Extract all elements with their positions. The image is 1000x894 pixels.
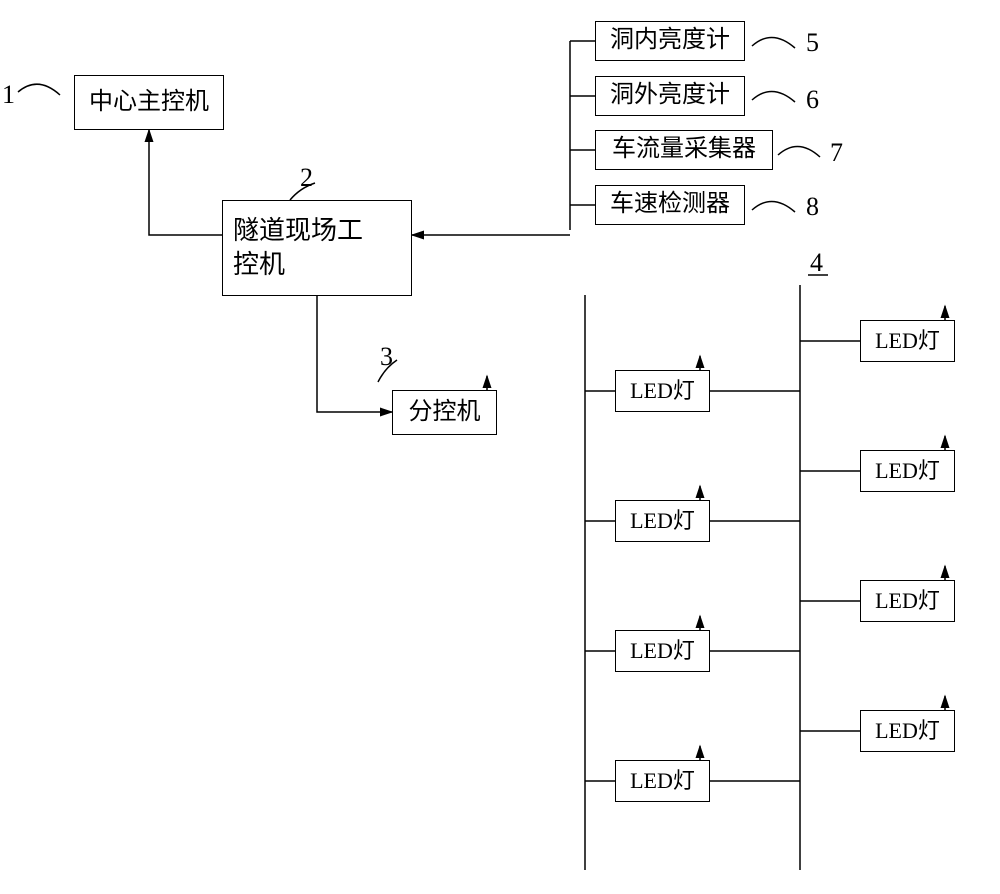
node-label: 洞内亮度计	[610, 25, 730, 56]
node-n1: 中心主控机	[74, 75, 224, 130]
node-label: 分控机	[409, 397, 481, 428]
ref-2: 2	[300, 163, 313, 193]
node-s6: 洞外亮度计	[595, 76, 745, 116]
node-led_l4: LED灯	[615, 760, 710, 802]
node-label: LED灯	[630, 507, 695, 536]
diagram-svg	[0, 0, 1000, 894]
ref-3: 3	[380, 342, 393, 372]
node-n3: 分控机	[392, 390, 497, 435]
node-label: 中心主控机	[89, 87, 209, 118]
node-s5: 洞内亮度计	[595, 21, 745, 61]
node-label: 洞外亮度计	[610, 80, 730, 111]
node-led_r2: LED灯	[860, 450, 955, 492]
node-label: LED灯	[875, 587, 940, 616]
ref-8: 8	[806, 192, 819, 222]
node-label: LED灯	[875, 717, 940, 746]
node-label: LED灯	[630, 377, 695, 406]
node-s7: 车流量采集器	[595, 130, 773, 170]
node-n2: 隧道现场工 控机	[222, 200, 412, 296]
node-label: LED灯	[630, 637, 695, 666]
node-led_r4: LED灯	[860, 710, 955, 752]
ref-6: 6	[806, 85, 819, 115]
node-label: LED灯	[875, 327, 940, 356]
ref-1: 1	[2, 80, 15, 110]
node-label: 车速检测器	[610, 189, 730, 220]
node-led_l3: LED灯	[615, 630, 710, 672]
ref-7: 7	[830, 138, 843, 168]
node-led_l1: LED灯	[615, 370, 710, 412]
node-label: 车流量采集器	[612, 134, 756, 165]
ref-5: 5	[806, 28, 819, 58]
node-label: LED灯	[875, 457, 940, 486]
node-label: LED灯	[630, 767, 695, 796]
node-s8: 车速检测器	[595, 185, 745, 225]
node-led_r1: LED灯	[860, 320, 955, 362]
node-led_r3: LED灯	[860, 580, 955, 622]
node-led_l2: LED灯	[615, 500, 710, 542]
diagram-canvas: 中心主控机 1 隧道现场工 控机 2 分控机 3 洞内亮度计 5 洞外亮度计 6 车流量采集器 7 车速…	[0, 0, 1000, 894]
ref-4: 4	[810, 248, 823, 278]
node-label: 隧道现场工 控机	[233, 214, 363, 282]
